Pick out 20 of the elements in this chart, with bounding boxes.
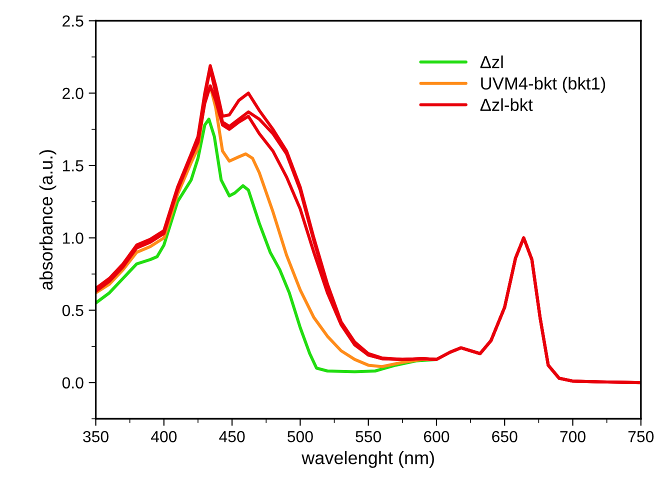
y-tick-label: 0.0 <box>62 377 84 389</box>
y-tick-label: 1.0 <box>62 232 84 244</box>
x-tick-label: 550 <box>356 430 382 442</box>
x-tick-label: 750 <box>628 430 654 442</box>
x-tick-label: 600 <box>424 430 450 442</box>
x-tick-label: 650 <box>492 430 518 442</box>
x-tick-label: 700 <box>560 430 586 442</box>
legend-label: UVM4-bkt (bkt1) <box>481 76 606 94</box>
legend-label: Δzl <box>480 55 503 68</box>
x-axis-title: wavelenght (nm) <box>302 451 434 468</box>
y-tick-label: 2.5 <box>62 15 84 27</box>
x-tick-label: 450 <box>219 430 245 442</box>
x-tick-label: 500 <box>288 430 313 442</box>
y-tick-label: 2.0 <box>62 88 84 100</box>
x-tick-label: 400 <box>150 430 177 442</box>
y-tick-label: 1.5 <box>62 160 84 172</box>
y-tick-label: 0.5 <box>62 304 84 316</box>
x-tick-label: 350 <box>83 430 108 442</box>
legend-label: Δzl-bkt <box>480 98 533 112</box>
y-axis-title: absorbance (a.u.) <box>39 150 56 290</box>
